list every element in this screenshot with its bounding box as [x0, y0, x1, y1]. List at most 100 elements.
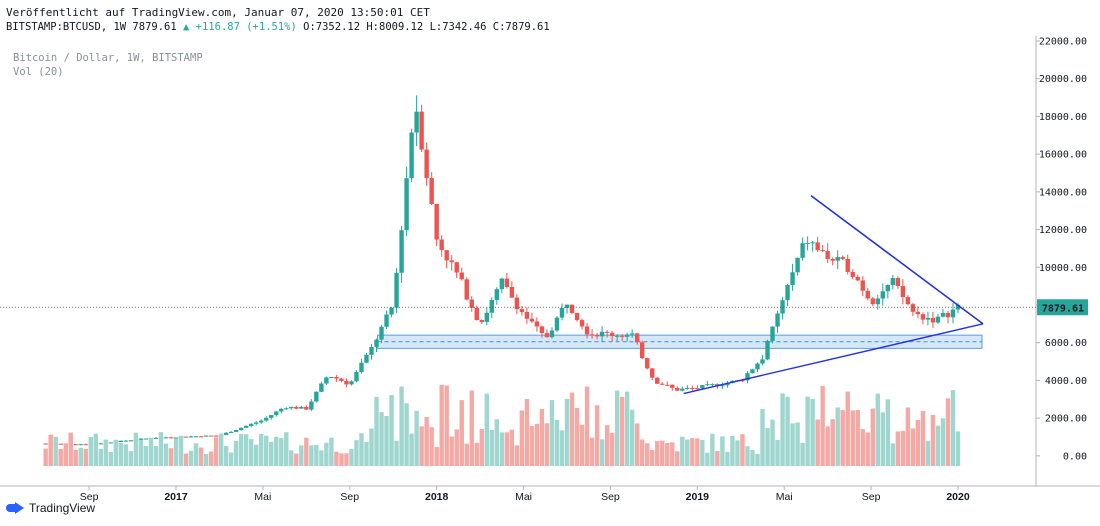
volume-bar	[514, 445, 520, 466]
candle-body	[775, 313, 780, 327]
volume-bar	[153, 446, 159, 466]
volume-bar	[218, 433, 224, 466]
y-tick-label: 0.00	[1063, 451, 1087, 462]
volume-bar	[680, 436, 685, 466]
volume-bar	[634, 423, 640, 466]
candle-body	[599, 331, 605, 337]
volume-bar	[554, 419, 560, 466]
candle-body	[359, 362, 364, 373]
volume-bar	[259, 433, 264, 466]
x-tick-label: 2020	[946, 491, 970, 503]
volume-bar	[364, 441, 369, 466]
volume-bar	[655, 441, 660, 466]
candle-body	[83, 444, 88, 446]
candle-body	[394, 272, 399, 308]
candle-body	[469, 299, 474, 308]
volume-label: Vol (20)	[13, 66, 64, 78]
candle-body	[700, 385, 705, 389]
candle-body	[138, 438, 144, 440]
candle-body	[534, 321, 540, 327]
volume-bar	[835, 407, 840, 466]
candle-body	[299, 406, 304, 409]
candle-body	[404, 178, 409, 231]
volume-bar	[248, 439, 254, 466]
candle-body	[374, 339, 379, 347]
volume-bar	[499, 432, 505, 466]
volume-bar	[188, 450, 194, 466]
descending-trendline	[810, 194, 984, 325]
volume-bar	[123, 444, 129, 466]
y-tick-label: 2000.00	[1045, 414, 1087, 425]
candle-body	[459, 272, 464, 280]
volume-bar	[665, 442, 670, 466]
candle-body	[765, 340, 770, 360]
volume-bar	[629, 409, 635, 466]
candle-body	[645, 358, 650, 369]
volume-bar	[559, 430, 565, 466]
volume-bar	[284, 432, 289, 466]
candle-body	[604, 331, 610, 333]
volume-bar	[48, 434, 53, 466]
volume-bar	[645, 443, 650, 466]
volume-bar	[930, 414, 936, 466]
volume-bar	[504, 432, 510, 466]
candle-body	[945, 312, 951, 318]
volume-bar	[695, 438, 700, 466]
volume-bar	[88, 436, 93, 466]
candle-body	[73, 444, 78, 446]
volume-bar	[319, 450, 324, 466]
volume-bar	[539, 408, 545, 466]
candle-body	[569, 304, 575, 313]
volume-bar	[409, 433, 414, 466]
volume-bar	[329, 437, 334, 466]
volume-bar	[78, 447, 83, 466]
candle-body	[344, 380, 349, 385]
candle-body	[354, 372, 359, 382]
x-tick-label: Mai	[254, 491, 271, 503]
candle-body	[419, 111, 424, 150]
price-change: ▲ +116.87 (+1.51%)	[183, 21, 297, 33]
volume-bar	[614, 390, 620, 466]
candle-body	[805, 243, 810, 245]
x-tick-label: Mai	[515, 491, 532, 503]
volume-bar	[850, 410, 855, 466]
volume-bar	[354, 440, 359, 466]
candle-body	[905, 297, 911, 305]
candle-body	[624, 334, 630, 337]
candle-body	[259, 420, 264, 423]
candle-body	[339, 378, 344, 381]
volume-bar	[108, 452, 114, 466]
candle-body	[168, 437, 174, 439]
volume-bar	[845, 391, 850, 466]
y-tick-label: 10000.00	[1039, 263, 1087, 274]
volume-bar	[444, 385, 449, 466]
tradingview-brand[interactable]: TradingView	[6, 501, 95, 515]
candle-body	[434, 203, 439, 240]
candle-body	[304, 406, 309, 410]
volume-bar	[900, 430, 906, 466]
candle-body	[770, 326, 775, 341]
candle-body	[950, 309, 956, 318]
candle-body	[399, 230, 404, 273]
x-tick-label: 2018	[425, 491, 449, 503]
candle-body	[108, 442, 114, 444]
volume-bar	[910, 428, 916, 466]
volume-bar	[564, 398, 570, 466]
candle-body	[389, 307, 394, 315]
candle-body	[790, 272, 795, 285]
candle-body	[690, 387, 695, 389]
volume-bar	[113, 439, 119, 466]
volume-bar	[73, 449, 78, 466]
volume-bar	[945, 398, 951, 466]
candle-body	[800, 243, 805, 258]
volume-bar	[228, 452, 234, 466]
volume-bar	[700, 439, 705, 466]
volume-bar	[574, 407, 580, 466]
candle-body	[760, 359, 765, 364]
volume-bar	[419, 426, 424, 466]
candle-body	[494, 289, 500, 300]
volume-bar	[800, 442, 805, 466]
candle-body	[810, 242, 815, 244]
candle-body	[840, 257, 845, 259]
